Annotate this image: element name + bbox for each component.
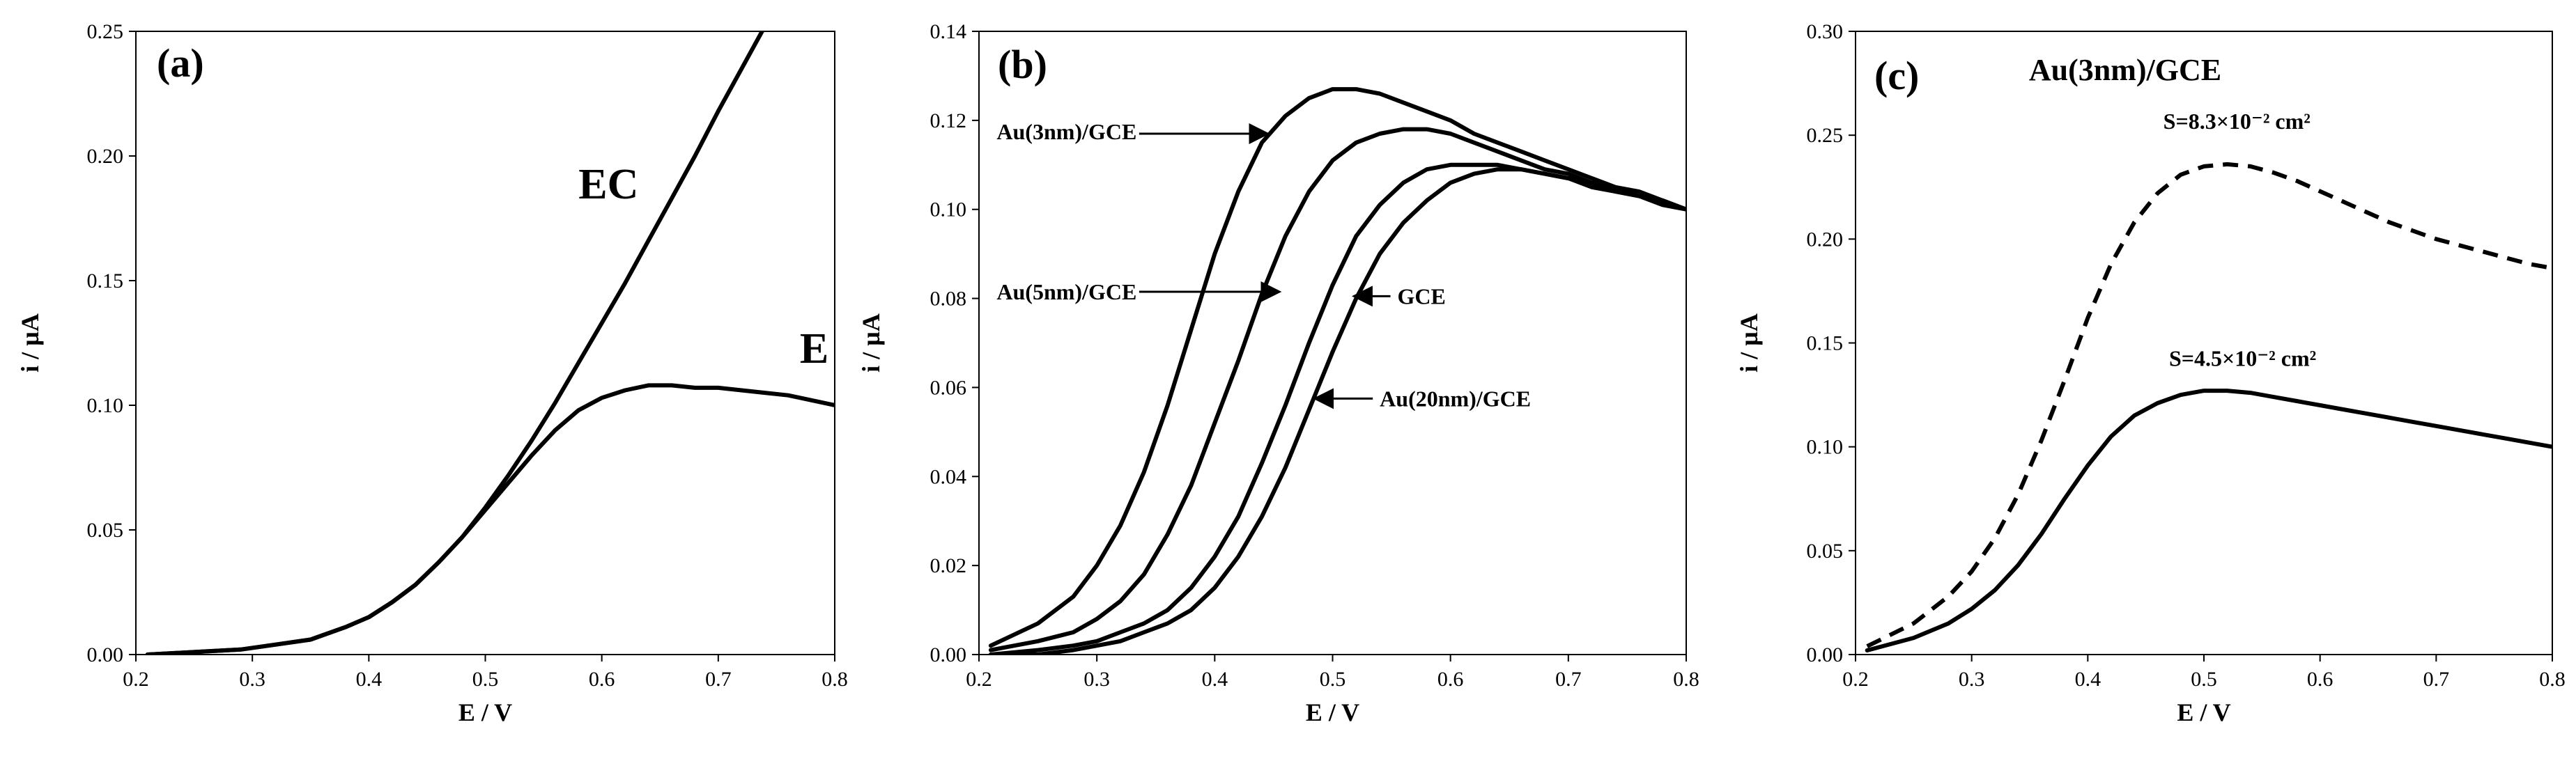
x-axis-label: E / V — [2177, 698, 2230, 726]
x-tick-label: 0.3 — [239, 668, 265, 691]
series-line — [145, 383, 835, 655]
y-tick-label: 0.20 — [87, 145, 124, 168]
x-tick-label: 0.7 — [705, 668, 732, 691]
y-tick-label: 0.20 — [1807, 228, 1844, 251]
panel-title: Au(3nm)/GCE — [2029, 53, 2221, 87]
annotation-label: Au(20nm)/GCE — [1380, 386, 1531, 411]
y-tick-label: 0.25 — [1807, 124, 1844, 147]
y-tick-label: 0.00 — [1807, 643, 1844, 666]
x-tick-label: 0.8 — [1673, 668, 1699, 691]
series-line — [1866, 162, 2552, 648]
panel-c: 0.2 0.3 0.4 0.5 0.6 0.7 0.8 0.00 0.05 0.10 0.15 0.2… — [1735, 20, 2566, 726]
x-tick-label: 0.3 — [1083, 668, 1110, 691]
x-tick-label: 0.4 — [2075, 668, 2101, 691]
x-tick-label: 0.5 — [2191, 668, 2217, 691]
curve-label: EC — [578, 161, 638, 208]
x-tick-label: 0.8 — [2539, 668, 2566, 691]
series-line — [988, 167, 1686, 655]
x-tick-label: 0.7 — [2423, 668, 2450, 691]
panel-label: (b) — [998, 42, 1047, 87]
y-tick-label: 0.06 — [930, 376, 967, 399]
y-tick-label: 0.15 — [1807, 332, 1844, 355]
series-line — [988, 162, 1686, 655]
y-tick-label: 0.08 — [930, 288, 967, 311]
x-tick-label: 0.7 — [1555, 668, 1582, 691]
y-tick-label: 0.12 — [930, 109, 967, 132]
y-tick-label: 0.15 — [87, 269, 124, 292]
panel-label: (c) — [1874, 53, 1919, 98]
y-tick-label: 0.00 — [87, 643, 124, 666]
x-axis-label: E / V — [458, 698, 512, 726]
y-tick-label: 0.25 — [87, 20, 124, 43]
y-axis-label: i / µA — [857, 313, 885, 373]
y-tick-label: 0.02 — [930, 554, 967, 577]
annotation-label: Au(3nm)/GCE — [996, 119, 1136, 144]
y-tick-label: 0.30 — [1807, 20, 1844, 43]
panel-label: (a) — [157, 40, 204, 86]
y-tick-label: 0.04 — [930, 465, 967, 488]
series-line — [145, 31, 765, 655]
x-tick-label: 0.5 — [1320, 668, 1346, 691]
x-tick-label: 0.2 — [966, 668, 992, 691]
y-tick-label: 0.10 — [87, 394, 124, 417]
x-tick-label: 0.6 — [2307, 668, 2334, 691]
series-line — [988, 127, 1686, 652]
x-tick-label: 0.6 — [589, 668, 615, 691]
x-tick-label: 0.2 — [1842, 668, 1869, 691]
y-tick-label: 0.05 — [87, 519, 124, 542]
y-tick-label: 0.10 — [930, 198, 967, 221]
annotation-label: Au(5nm)/GCE — [996, 279, 1136, 304]
x-tick-label: 0.6 — [1437, 668, 1464, 691]
curve-label: S=4.5×10⁻² cm² — [2169, 345, 2316, 370]
plot-frame — [135, 31, 835, 655]
panel-b: 0.2 0.3 0.4 0.5 0.6 0.7 0.8 0.00 0.02 0.04 0.06 0.0… — [857, 20, 1699, 726]
y-tick-label: 0.00 — [930, 643, 967, 666]
x-tick-label: 0.3 — [1959, 668, 1985, 691]
x-tick-label: 0.5 — [472, 668, 499, 691]
x-tick-label: 0.4 — [1202, 668, 1228, 691]
x-axis-label: E / V — [1306, 698, 1359, 726]
y-axis-label: i / µA — [1735, 313, 1763, 373]
y-tick-label: 0.14 — [930, 20, 967, 43]
y-tick-label: 0.05 — [1807, 540, 1844, 563]
curve-label: S=8.3×10⁻² cm² — [2164, 109, 2311, 134]
annotation-label: GCE — [1398, 283, 1446, 308]
x-tick-label: 0.2 — [123, 668, 149, 691]
curve-label: E — [800, 325, 828, 373]
y-axis-label: i / µA — [16, 313, 44, 373]
series-line — [988, 87, 1686, 648]
y-tick-label: 0.10 — [1807, 436, 1844, 459]
series-line — [1865, 389, 2552, 652]
x-tick-label: 0.4 — [356, 668, 383, 691]
panel-a: 0.2 0.3 0.4 0.5 0.6 0.7 0.8 0.00 0.05 0.10 0.15 0.2… — [16, 20, 848, 726]
x-tick-label: 0.8 — [822, 668, 848, 691]
